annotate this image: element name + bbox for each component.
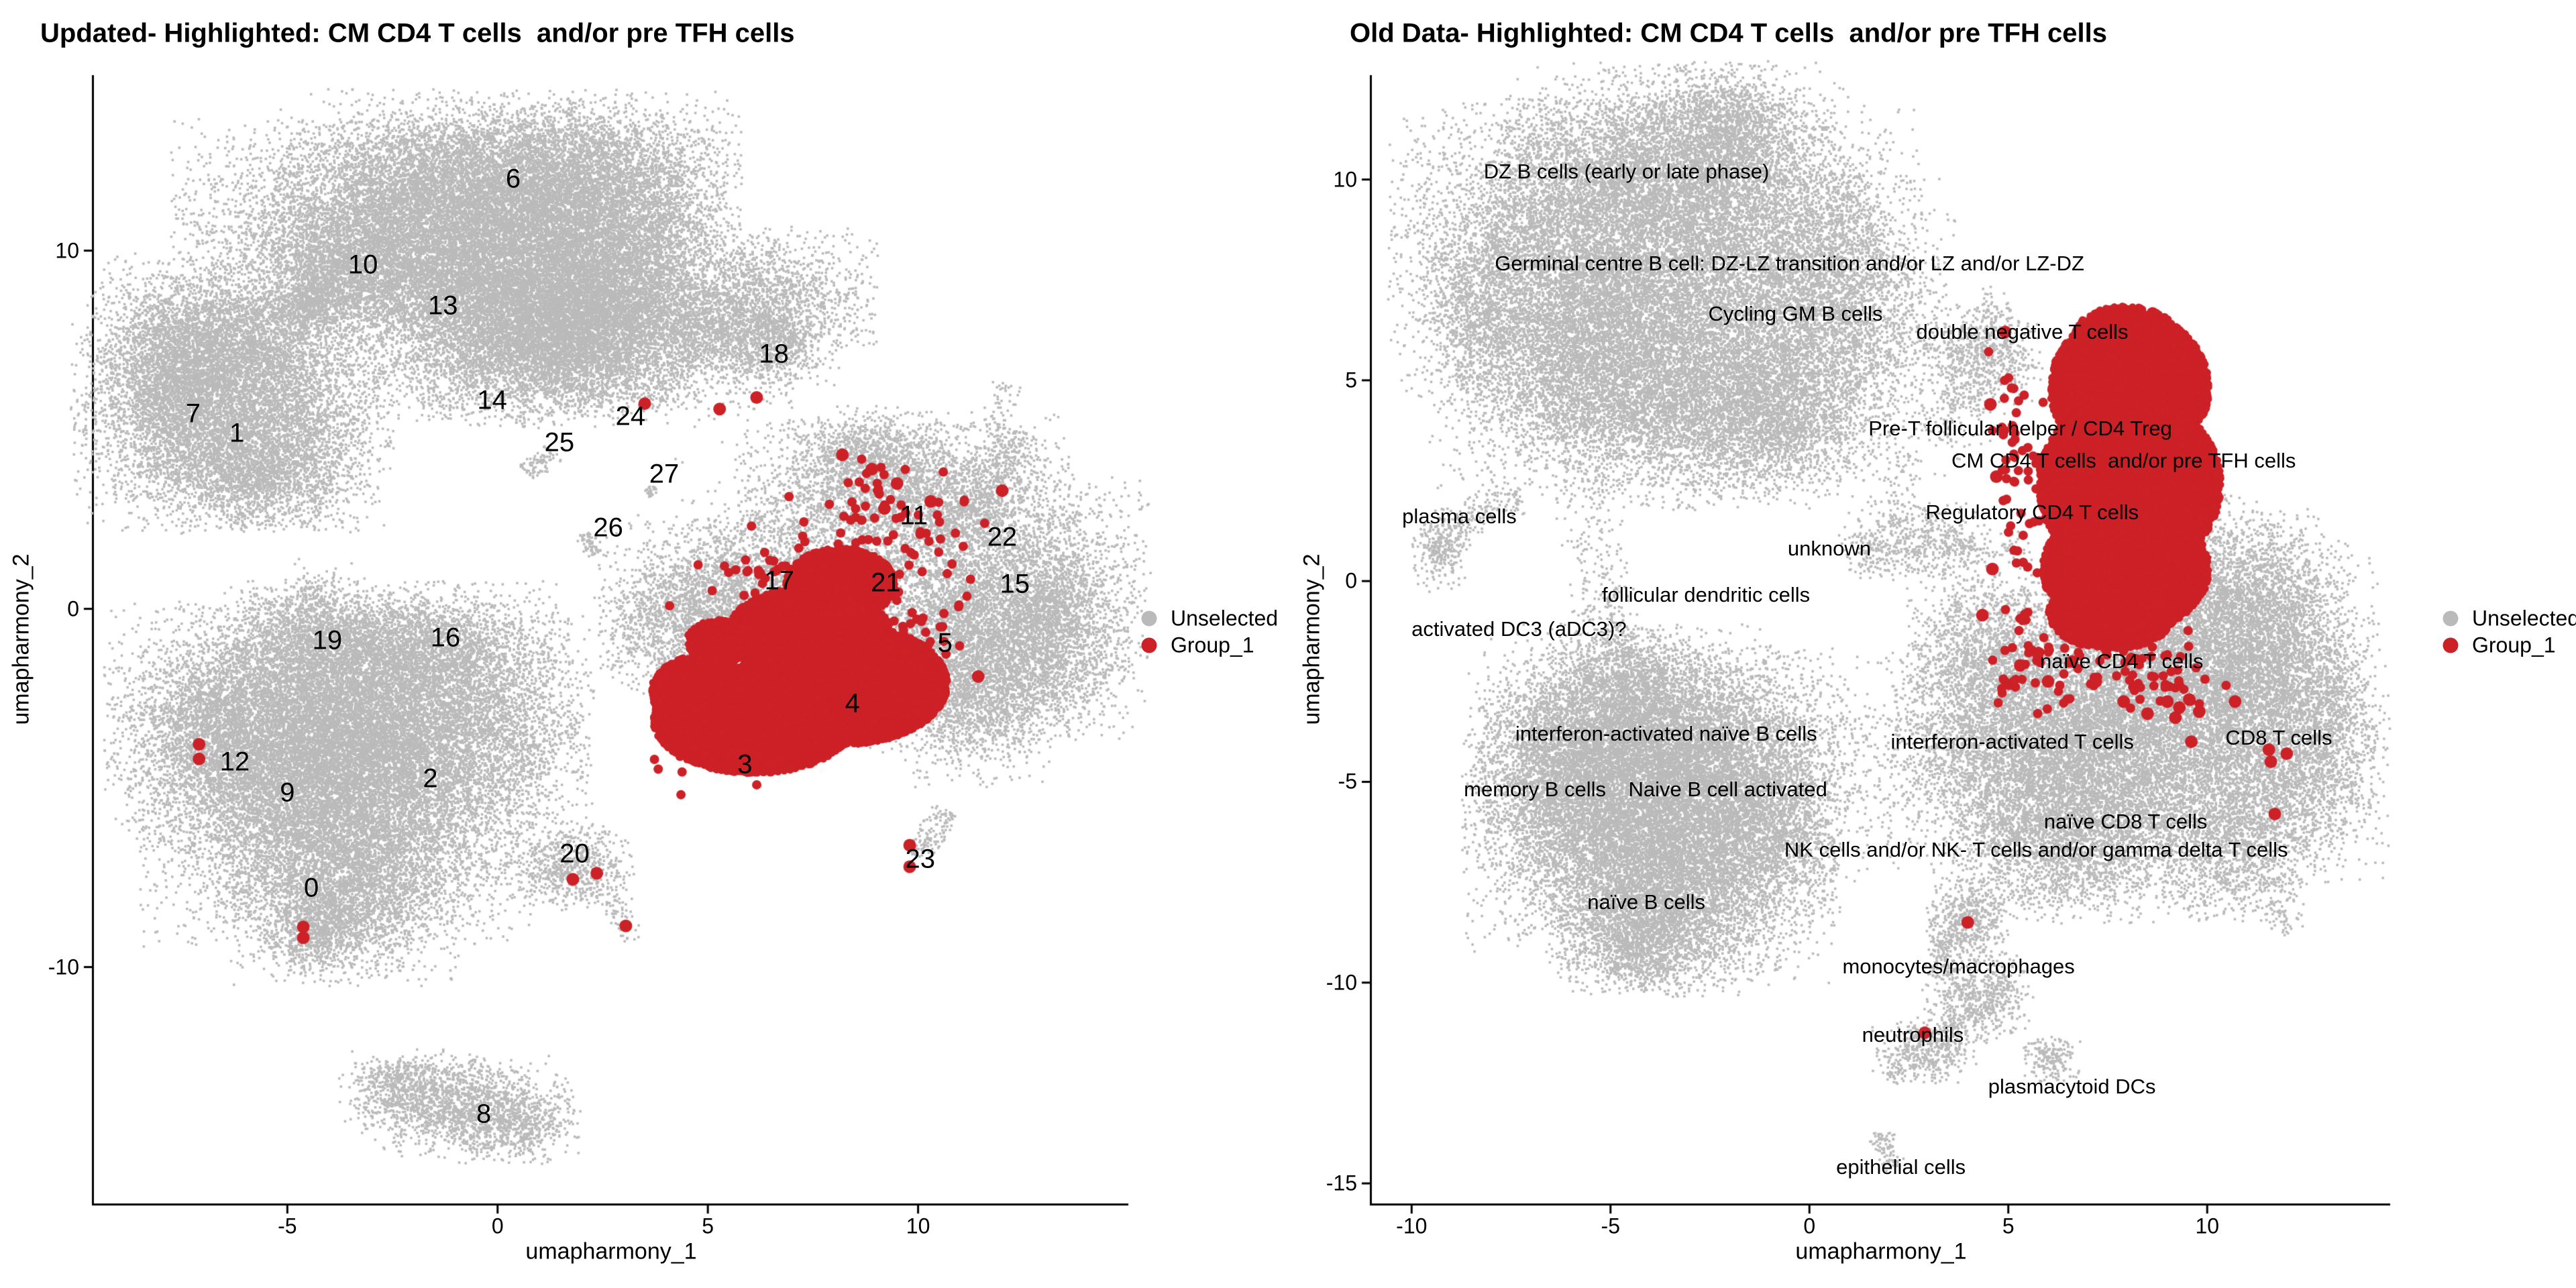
cell-type-label: plasma cells <box>1402 504 1517 529</box>
panel-title-old-data: Old Data- Highlighted: CM CD4 T cells an… <box>1350 18 2108 48</box>
cluster-label: 23 <box>905 844 935 874</box>
legend-dot-group_1 <box>2443 637 2459 653</box>
y-axis-title-old-data: umapharmony_2 <box>1299 553 1325 725</box>
x-tick-label: 0 <box>1803 1214 1816 1238</box>
cluster-label: 2 <box>423 763 438 794</box>
cell-type-label: follicular dendritic cells <box>1602 583 1811 607</box>
cell-type-label: epithelial cells <box>1836 1155 1966 1179</box>
y-tick-label: 0 <box>1345 568 1357 593</box>
y-tick-label: 0 <box>67 596 79 621</box>
cell-type-label: plasmacytoid DCs <box>1988 1075 2156 1099</box>
x-tick-label: -5 <box>278 1214 297 1238</box>
cell-type-label: Cycling GM B cells <box>1708 302 1883 326</box>
cluster-label: 4 <box>845 688 860 718</box>
legend-dot-unselected <box>1141 610 1157 627</box>
cluster-label: 20 <box>559 839 590 869</box>
cluster-label: 7 <box>185 398 201 429</box>
cluster-label: 3 <box>737 749 753 780</box>
cluster-label: 22 <box>987 522 1018 552</box>
cluster-label: 16 <box>430 623 461 653</box>
cluster-label: 5 <box>937 628 953 658</box>
cluster-label: 21 <box>871 568 901 598</box>
x-tick-label: -10 <box>1396 1214 1428 1238</box>
x-tick-label: 10 <box>906 1214 930 1238</box>
cell-type-label: interferon-activated T cells <box>1890 729 2134 753</box>
y-tick-label: -15 <box>1326 1171 1357 1195</box>
cluster-label: 6 <box>505 164 521 194</box>
x-tick-label: 10 <box>2195 1214 2220 1238</box>
cluster-label: 17 <box>764 566 794 596</box>
cell-type-label: interferon-activated naïve B cells <box>1515 721 1817 745</box>
cell-type-label: monocytes/macrophages <box>1842 954 2075 978</box>
cluster-label: 10 <box>347 250 378 280</box>
legend-label: Group_1 <box>2472 633 2556 657</box>
y-tick-label: 10 <box>1333 167 1357 192</box>
cell-type-label: CM CD4 T cells and/or pre TFH cells <box>1951 448 2296 472</box>
x-axis-title-old-data: umapharmony_1 <box>1795 1238 1967 1265</box>
cell-type-label: Naive B cell activated <box>1628 777 1827 802</box>
cluster-label: 18 <box>759 339 789 369</box>
cell-type-label: double negative T cells <box>1916 320 2129 344</box>
cell-type-label: memory B cells <box>1464 777 1607 802</box>
cluster-label: 0 <box>303 873 319 903</box>
x-tick-label: 5 <box>2002 1214 2015 1238</box>
cell-type-label: Pre-T follicular helper / CD4 Treg <box>1868 416 2172 440</box>
x-tick-label: -5 <box>1601 1214 1621 1238</box>
legend-label: Unselected <box>1171 606 1279 631</box>
cluster-label: 11 <box>900 500 928 531</box>
cluster-label: 26 <box>593 513 623 543</box>
cluster-label: 12 <box>219 747 250 777</box>
legend-dot-unselected <box>2443 610 2459 627</box>
cluster-label: 24 <box>615 401 646 431</box>
x-tick-label: 0 <box>491 1214 504 1238</box>
y-tick-label: 5 <box>1345 368 1357 392</box>
cell-type-label: NK cells and/or NK- T cells and/or gamma… <box>1784 838 2288 862</box>
legend-dot-group_1 <box>1141 637 1157 653</box>
cell-type-label: neutrophils <box>1862 1022 1964 1046</box>
y-tick-label: -5 <box>1338 769 1357 794</box>
legend-label: Unselected <box>2472 606 2576 631</box>
cell-type-label: activated DC3 (aDC3)? <box>1411 617 1627 641</box>
panel-title-updated: Updated- Highlighted: CM CD4 T cells and… <box>40 18 795 48</box>
cluster-label: 13 <box>428 290 458 321</box>
x-axis-title-updated: umapharmony_1 <box>525 1238 697 1265</box>
cluster-label: 25 <box>544 427 575 458</box>
cell-type-label: naïve CD4 T cells <box>2039 649 2204 673</box>
cell-type-label: Germinal centre B cell: DZ-LZ transition… <box>1495 252 2084 276</box>
cluster-label: 19 <box>312 625 343 655</box>
cluster-label: 14 <box>477 385 507 415</box>
cluster-label: 1 <box>229 418 245 448</box>
cluster-label: 27 <box>649 459 680 489</box>
cell-type-label: Regulatory CD4 T cells <box>1925 500 2139 525</box>
cell-type-label: CD8 T cells <box>2225 725 2332 749</box>
cluster-label: 15 <box>1000 569 1030 599</box>
cluster-label: 9 <box>280 777 295 808</box>
cell-type-label: DZ B cells (early or late phase) <box>1483 159 1770 183</box>
cluster-label: 8 <box>476 1099 492 1128</box>
legend-label: Group_1 <box>1171 633 1254 657</box>
cell-type-label: naïve B cells <box>1587 890 1706 914</box>
cell-type-label: naïve CD8 T cells <box>2043 810 2208 834</box>
x-tick-label: 5 <box>702 1214 714 1238</box>
y-axis-title-updated: umapharmony_2 <box>8 553 34 725</box>
cell-type-label: unknown <box>1787 537 1871 561</box>
y-tick-label: 10 <box>55 238 79 263</box>
y-tick-label: -10 <box>1326 970 1357 995</box>
y-tick-label: -10 <box>48 955 79 979</box>
